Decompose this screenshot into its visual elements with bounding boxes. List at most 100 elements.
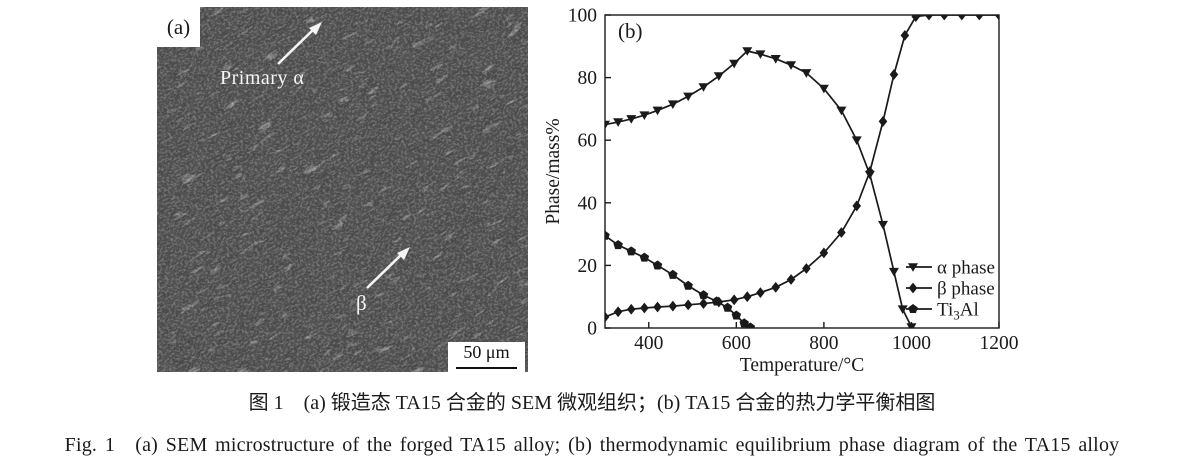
- series-3: [604, 230, 756, 329]
- data-point-marker: [771, 281, 781, 293]
- data-point-marker: [975, 14, 984, 21]
- data-point-marker: [900, 29, 910, 41]
- legend-label: β phase: [937, 279, 995, 300]
- data-point-marker: [711, 296, 722, 306]
- y-tick-label: 100: [568, 6, 597, 27]
- sem-image: (a) Primary α β 50 μm: [157, 7, 528, 372]
- data-point-marker: [668, 300, 678, 312]
- data-point-marker: [801, 69, 812, 78]
- data-point-marker: [852, 200, 862, 212]
- data-point-marker: [639, 111, 650, 120]
- data-point-marker: [653, 301, 662, 313]
- data-point-marker: [652, 260, 663, 270]
- scale-bar-label: 50 μm: [463, 342, 510, 362]
- x-tick-label: 1200: [980, 333, 1019, 354]
- data-point-marker: [613, 240, 623, 250]
- plot-frame: [604, 14, 1000, 329]
- scale-bar-line: [456, 367, 517, 369]
- x-tick-label: 800: [809, 333, 838, 354]
- data-point-marker: [878, 116, 888, 127]
- data-point-marker: [652, 106, 663, 116]
- y-axis-title: Phase/mass%: [543, 118, 564, 224]
- data-point-marker: [698, 290, 709, 300]
- data-point-marker: [639, 252, 650, 262]
- data-point-marker: [626, 115, 637, 124]
- sem-texture: [157, 7, 528, 372]
- data-point-marker: [729, 294, 739, 306]
- data-point-marker: [722, 302, 733, 312]
- data-point-marker: [911, 14, 921, 22]
- y-tick-label: 0: [587, 319, 597, 340]
- annotation-arrows: [277, 22, 410, 289]
- primary-alpha-arrow-icon: [277, 22, 322, 65]
- data-point-marker: [604, 311, 610, 323]
- data-point-marker: [851, 136, 862, 145]
- y-tick-label: 80: [578, 68, 598, 89]
- panel-a-label: (a): [157, 7, 200, 47]
- y-tick-label: 40: [578, 193, 598, 214]
- data-point-marker: [683, 299, 693, 311]
- data-point-marker: [957, 14, 967, 21]
- data-point-marker: [668, 269, 678, 279]
- data-point-marker: [786, 61, 797, 70]
- data-point-marker: [667, 100, 678, 110]
- data-point-marker: [604, 120, 610, 130]
- data-point-marker: [683, 280, 693, 290]
- series-1: [604, 47, 917, 329]
- caption-english: Fig. 1 (a) SEM microstructure of the for…: [64, 434, 1120, 456]
- panel-a-label-text: (a): [166, 14, 191, 39]
- x-axis-title: Temperature/°C: [740, 355, 864, 376]
- data-point-marker: [836, 106, 847, 116]
- panel-b-label: (b): [618, 19, 643, 43]
- data-point-marker: [802, 263, 811, 274]
- data-point-marker: [640, 302, 649, 314]
- legend-label: Ti3​Al: [937, 300, 979, 323]
- data-point-marker: [604, 230, 610, 240]
- data-point-marker: [906, 323, 917, 329]
- data-point-marker: [756, 287, 765, 299]
- data-point-marker: [939, 14, 949, 21]
- y-tick-label: 20: [578, 256, 598, 277]
- data-point-marker: [897, 305, 908, 315]
- beta-arrow-icon: [366, 247, 410, 289]
- data-point-marker: [770, 55, 781, 64]
- data-point-marker: [613, 306, 623, 318]
- data-point-marker: [889, 69, 899, 80]
- data-point-marker: [994, 14, 1000, 21]
- series-line: [604, 50, 913, 328]
- data-point-marker: [742, 47, 753, 56]
- data-point-marker: [865, 166, 875, 177]
- axes: 400 600 800 1000 1200 0 20 40 60 80 100 Temperature…: [543, 6, 1019, 377]
- data-point-marker: [877, 220, 888, 230]
- data-point-marker: [819, 247, 829, 259]
- data-point-marker: [888, 267, 899, 277]
- legend-marker-icon: [908, 263, 918, 272]
- data-point-marker: [731, 310, 742, 320]
- data-point-marker: [729, 59, 740, 69]
- primary-alpha-annotation: Primary α: [220, 67, 305, 89]
- scale-bar: 50 μm: [448, 342, 525, 372]
- beta-annotation: β: [356, 291, 368, 315]
- data-point-marker: [742, 291, 752, 303]
- caption-chinese: 图 1 (a) 锻造态 TA15 合金的 SEM 微观组织；(b) TA15 合…: [248, 392, 936, 414]
- data-point-marker: [683, 92, 694, 102]
- data-point-marker: [745, 322, 756, 329]
- x-tick-label: 600: [722, 333, 751, 354]
- data-point-marker: [626, 303, 636, 315]
- legend-marker-icon: [908, 282, 918, 294]
- legend-marker-icon: [908, 304, 918, 314]
- legend-label: α phase: [937, 258, 995, 279]
- data-point-marker: [818, 84, 829, 94]
- series-line: [604, 14, 999, 318]
- data-point-marker: [613, 118, 624, 127]
- data-point-marker: [626, 246, 637, 256]
- phase-diagram-chart: 400 600 800 1000 1200 0 20 40 60 80 100 Temperature…: [543, 6, 1019, 377]
- series-line: [604, 234, 751, 329]
- data-point-marker: [739, 318, 749, 328]
- x-tick-label: 400: [634, 333, 663, 354]
- x-tick-label: 1000: [892, 333, 931, 354]
- data-point-marker: [786, 274, 796, 285]
- data-point-marker: [713, 72, 724, 81]
